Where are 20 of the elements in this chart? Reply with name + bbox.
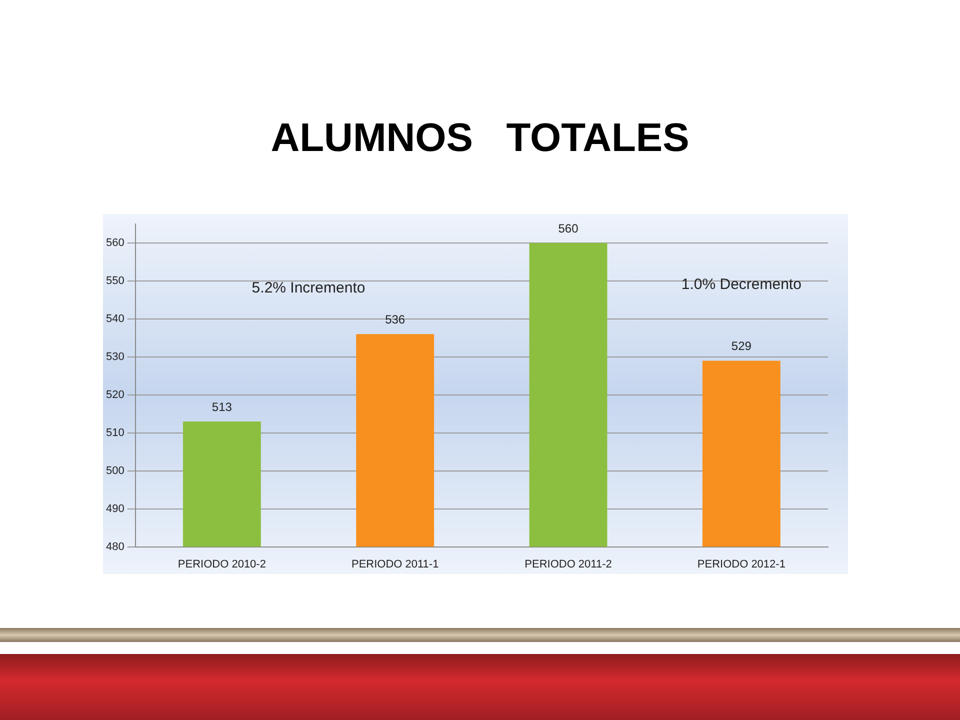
x-tick-label: PERIODO 2011-1 [351,558,439,570]
x-tick-label: PERIODO 2010-2 [178,558,266,570]
data-label: 536 [385,312,406,326]
y-tick-label: 490 [106,502,124,515]
x-tick-label: PERIODO 2012-1 [697,558,786,570]
chart-title: ALUMNOS TOTALES [270,116,690,161]
data-label: 513 [212,400,232,414]
y-tick-label: 550 [106,274,124,287]
data-label: 529 [731,339,752,354]
x-tick-label: PERIODO 2011-2 [524,558,612,570]
y-tick-label: 500 [106,464,124,477]
y-tick-label: 480 [106,540,124,553]
y-tick-label: 560 [106,237,124,250]
y-tick-label: 510 [106,426,124,439]
y-tick-label: 540 [106,312,124,325]
y-tick-label: 520 [106,388,124,401]
data-label: 560 [558,221,579,236]
annotation: 5.2% Incremento [252,280,366,297]
annotation: 1.0% Decremento [681,276,802,293]
y-tick-label: 530 [106,350,124,363]
